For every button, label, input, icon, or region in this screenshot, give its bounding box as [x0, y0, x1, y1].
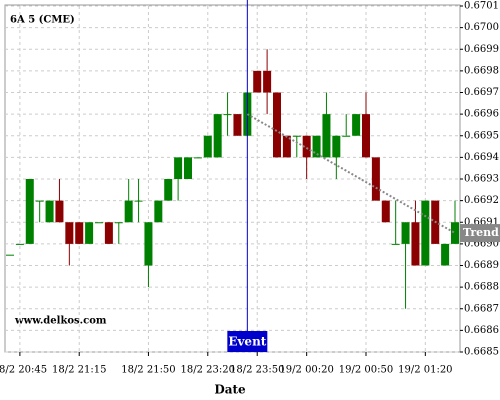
candle-body	[75, 222, 84, 244]
y-tick-label: 0.6692	[464, 195, 499, 206]
candle-body	[322, 114, 331, 158]
candle-body	[193, 157, 202, 159]
candle-body	[441, 243, 450, 266]
candle-body	[184, 157, 192, 179]
candle-body	[45, 200, 54, 223]
candle-body	[15, 243, 24, 245]
watermark: www.delkos.com	[14, 316, 107, 327]
candle-body	[292, 135, 301, 137]
candle-body	[302, 135, 311, 158]
event-box	[227, 331, 268, 352]
y-tick-label: 0.6691	[464, 217, 499, 228]
candle-body	[144, 222, 153, 266]
candle-body	[55, 200, 64, 223]
candle-body	[85, 222, 94, 244]
candle-body	[6, 254, 14, 256]
candle-body	[411, 222, 420, 266]
y-tick-label: 0.6690	[464, 238, 499, 249]
x-axis-label: Date	[214, 383, 246, 397]
candle-body	[95, 222, 103, 224]
candle-body	[352, 114, 361, 136]
x-tick-label: 19/2 01:20	[398, 365, 452, 376]
candle-body	[25, 179, 34, 244]
candle-body	[332, 135, 341, 158]
x-tick-label: 19/2 00:50	[339, 365, 393, 376]
candle-body	[35, 200, 44, 202]
candle-body	[282, 135, 291, 158]
candle-body	[342, 135, 351, 137]
candle-body	[174, 157, 183, 179]
candle-body	[273, 92, 281, 158]
y-tick-label: 0.6698	[464, 65, 499, 76]
candle-body	[362, 114, 370, 158]
y-tick-label: 0.6695	[464, 130, 499, 141]
candle-body	[263, 70, 272, 93]
x-tick-label: 18/2 21:50	[121, 365, 175, 376]
y-tick-label: 0.6686	[464, 325, 499, 336]
candle-body	[381, 200, 390, 223]
candle-body	[114, 222, 123, 224]
trend-label: Trend	[463, 226, 499, 239]
x-tick-label: 18/2 20:45	[0, 365, 47, 376]
candle-body	[223, 114, 232, 116]
candle-body	[371, 157, 380, 201]
y-tick-label: 0.6696	[464, 109, 499, 120]
y-tick-label: 0.6687	[464, 303, 499, 314]
y-tick-label: 0.6700	[464, 22, 499, 33]
candle-body	[203, 135, 212, 158]
candle-body	[164, 179, 173, 201]
x-tick-label: 19/2 00:20	[279, 365, 333, 376]
chart-title: 6A 5 (CME)	[10, 15, 75, 26]
candle-body	[312, 135, 321, 158]
y-tick-label: 0.6697	[464, 87, 499, 98]
candle-body	[421, 200, 430, 266]
y-tick-label: 0.6701	[464, 1, 499, 12]
y-tick-label: 0.6699	[464, 44, 499, 55]
candle-body	[253, 70, 262, 93]
y-tick-label: 0.6685	[464, 347, 499, 358]
candle-body	[401, 222, 410, 244]
candle-body	[233, 114, 242, 136]
candle-body	[104, 222, 113, 244]
trend-box	[460, 224, 500, 243]
x-tick-label: 18/2 23:50	[230, 365, 284, 376]
y-tick-label: 0.6694	[464, 152, 499, 163]
x-tick-label: 18/2 23:20	[181, 365, 235, 376]
x-tick-label: 18/2 21:15	[52, 365, 106, 376]
event-label: Event	[228, 335, 266, 349]
y-tick-label: 0.6689	[464, 260, 499, 271]
candle-body	[213, 114, 222, 158]
candle-body	[124, 200, 133, 223]
candle-body	[65, 222, 74, 244]
candle-body	[134, 200, 143, 202]
y-tick-label: 0.6693	[464, 174, 499, 185]
candle-body	[154, 200, 163, 223]
candle-body	[391, 243, 400, 245]
y-tick-label: 0.6688	[464, 282, 499, 293]
candle-body	[451, 222, 459, 244]
